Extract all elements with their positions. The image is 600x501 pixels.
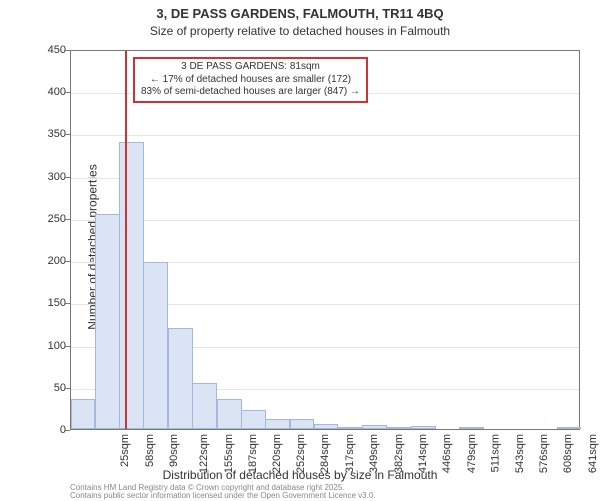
gridline — [71, 178, 579, 179]
y-tick-label: 450 — [26, 44, 66, 56]
histogram-bar — [411, 426, 436, 429]
histogram-bar — [459, 427, 484, 429]
chart-title-sub: Size of property relative to detached ho… — [0, 24, 600, 38]
histogram-bar — [241, 410, 266, 429]
y-tick-label: 250 — [26, 213, 66, 225]
plot-area: 3 DE PASS GARDENS: 81sqm ← 17% of detach… — [70, 50, 580, 430]
histogram-bar — [290, 419, 315, 429]
marker-line — [125, 51, 127, 429]
chart-title-main: 3, DE PASS GARDENS, FALMOUTH, TR11 4BQ — [0, 6, 600, 21]
y-tick-label: 300 — [26, 171, 66, 183]
annotation-box: 3 DE PASS GARDENS: 81sqm ← 17% of detach… — [133, 57, 368, 103]
histogram-bar — [217, 399, 242, 429]
annotation-line-1: 3 DE PASS GARDENS: 81sqm — [141, 61, 360, 74]
histogram-bar — [314, 424, 339, 429]
histogram-bar — [95, 214, 120, 429]
histogram-bar — [143, 262, 168, 429]
histogram-bar — [168, 328, 193, 429]
y-tick-label: 200 — [26, 255, 66, 267]
y-tick-label: 50 — [26, 382, 66, 394]
x-tick-label: 90sqm — [168, 434, 180, 467]
y-tick-label: 400 — [26, 86, 66, 98]
histogram-bar — [71, 399, 96, 429]
histogram-bar — [119, 142, 144, 429]
histogram-bar — [557, 427, 582, 429]
gridline — [71, 135, 579, 136]
y-tick-label: 150 — [26, 297, 66, 309]
y-tick-label: 350 — [26, 128, 66, 140]
gridline — [71, 220, 579, 221]
y-tick-mark — [65, 430, 70, 431]
y-tick-label: 100 — [26, 340, 66, 352]
histogram-bar — [265, 419, 290, 429]
y-tick-label: 0 — [26, 424, 66, 436]
annotation-line-2: ← 17% of detached houses are smaller (17… — [141, 74, 360, 87]
x-tick-label: 58sqm — [144, 434, 156, 467]
histogram-bar — [362, 425, 387, 429]
chart-container: 3, DE PASS GARDENS, FALMOUTH, TR11 4BQ S… — [0, 0, 600, 500]
x-tick-label: 25sqm — [119, 434, 131, 467]
x-axis-label: Distribution of detached houses by size … — [0, 468, 600, 482]
x-tick-label: 511sqm — [489, 434, 501, 472]
histogram-bar — [192, 383, 217, 429]
footer-text: Contains HM Land Registry data © Crown c… — [70, 484, 376, 501]
annotation-line-3: 83% of semi-detached houses are larger (… — [141, 86, 360, 99]
histogram-bar — [338, 427, 363, 429]
histogram-bar — [386, 427, 411, 429]
